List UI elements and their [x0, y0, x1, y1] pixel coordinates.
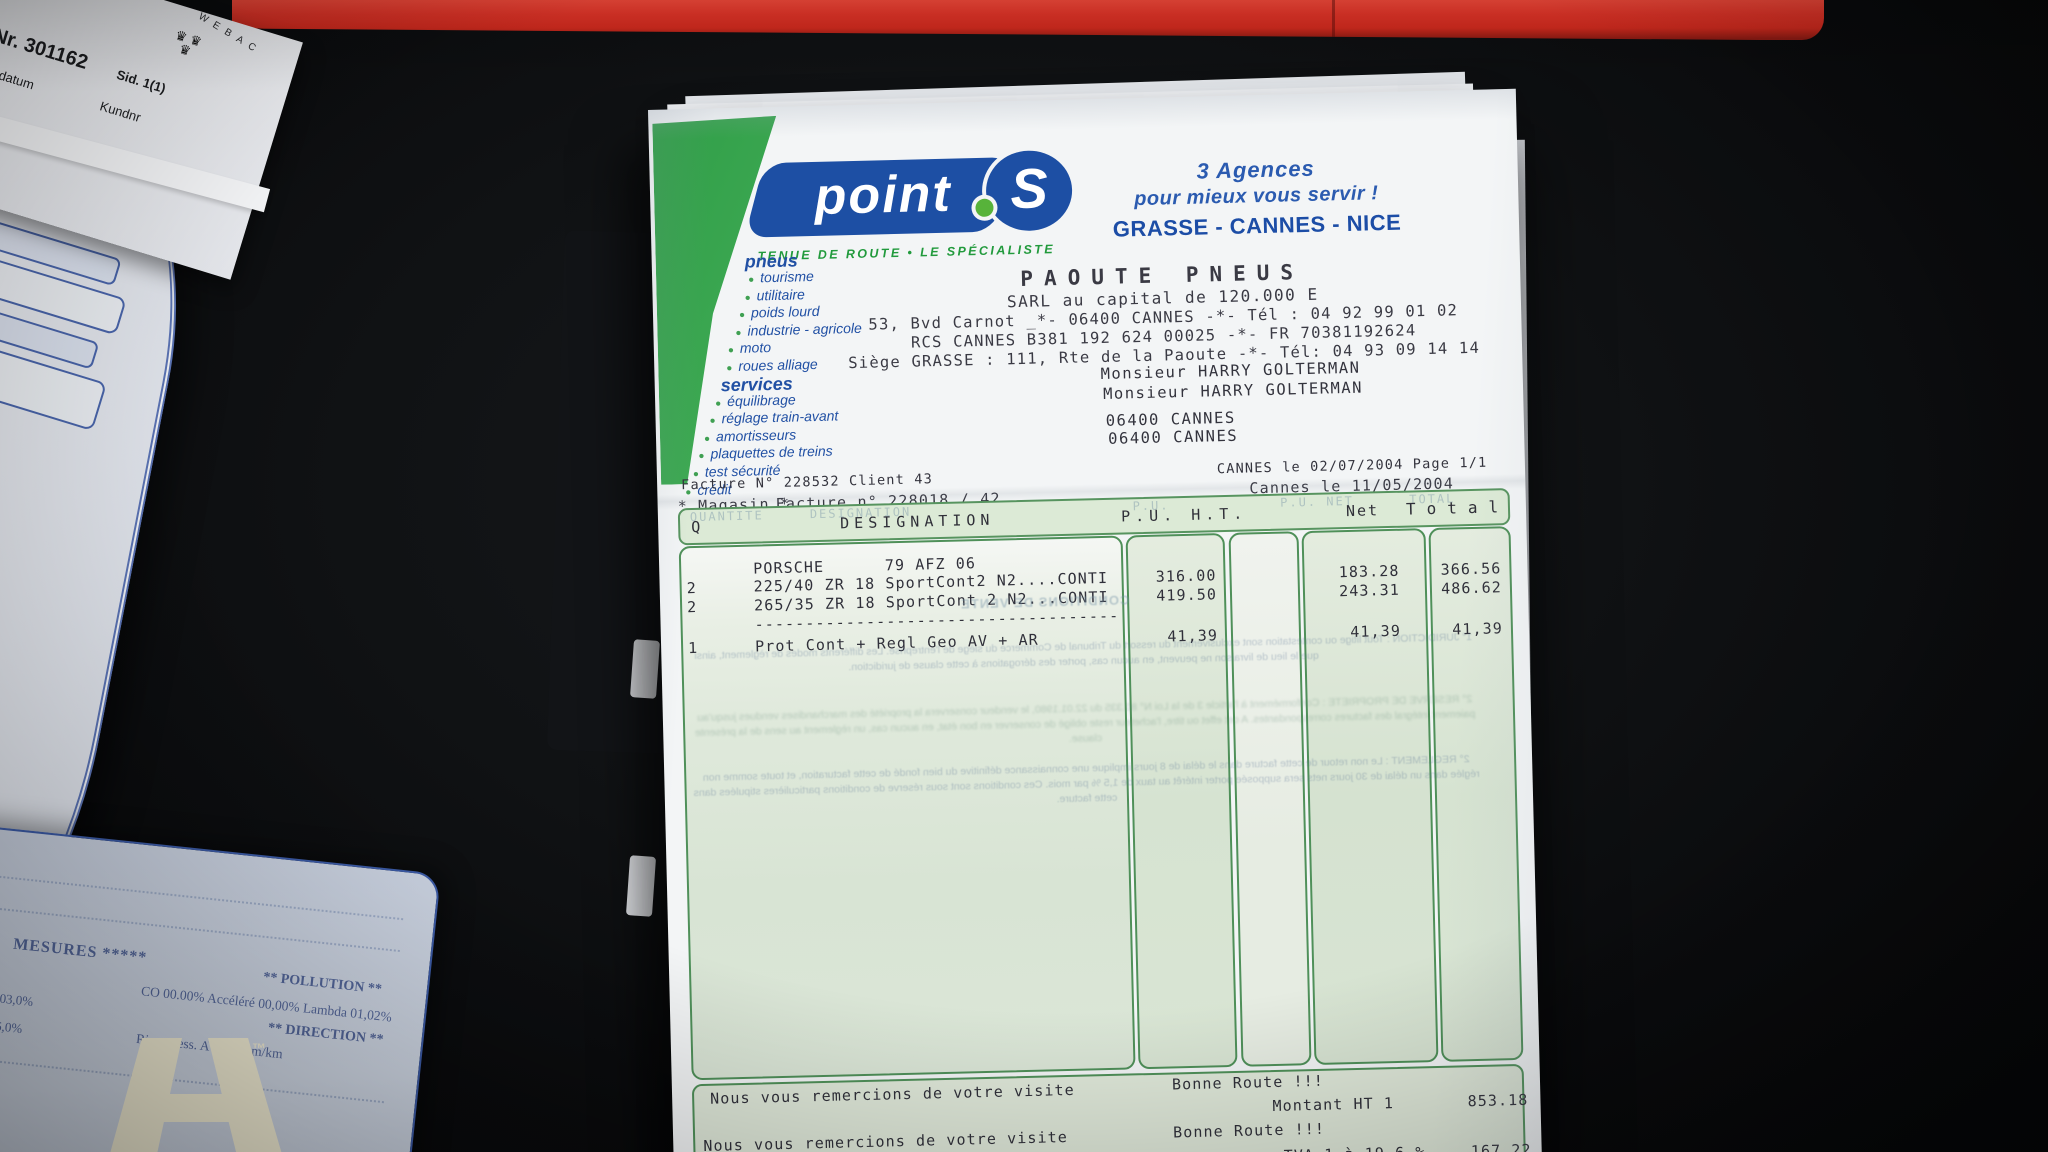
red-case-seam — [1332, 0, 1335, 38]
customer-name: Monsieur HARRY GOLTERMAN — [1102, 378, 1364, 403]
menu-item-label: utilitaire — [756, 285, 806, 303]
col-header-total: Total — [1405, 497, 1510, 519]
row-pu: 316.00 — [1155, 566, 1217, 586]
receipt-number: Nr. 301162 — [0, 24, 91, 74]
customer-no-label: Kundnr — [98, 98, 143, 125]
bullet-icon: ● — [738, 309, 746, 322]
three-crowns-icon: ♛ ♛ ♛ — [170, 27, 204, 60]
left-edge-tab — [630, 639, 660, 699]
menu-item-label: roues alliage — [738, 355, 818, 374]
customer-city: 06400 CANNES — [1107, 426, 1239, 448]
bullet-icon: ● — [698, 451, 705, 463]
bonne-route-line: Bonne Route !!! — [1171, 1071, 1325, 1094]
pollution-title: ** POLLUTION ** — [262, 970, 382, 998]
mesures-label: MESURES ***** — [12, 935, 148, 967]
invoice-page: point S TENUE DE ROUTE • LE SPÉCIALISTE … — [648, 88, 1543, 1152]
bonne-route-ghost: Bonne Route !!! — [1172, 1119, 1326, 1142]
h-watermark-logo-icon — [110, 1038, 282, 1152]
print-date-label: Utskriftsdatum — [0, 53, 36, 93]
row-total: 486.62 — [1440, 578, 1503, 598]
points-logo-s: S — [1009, 156, 1049, 221]
bullet-icon: ● — [709, 415, 716, 427]
row-total: 366.56 — [1440, 559, 1502, 579]
row-pu: 419.50 — [1156, 585, 1218, 605]
margin-value-2: 36,0% — [0, 1017, 23, 1036]
bullet-icon: ● — [744, 292, 751, 304]
montant-ht-label: Montant HT 1 — [1272, 1094, 1395, 1116]
tva-value: 167.22 — [1470, 1140, 1532, 1152]
pollution-label: ** POLLUTION ** — [262, 969, 383, 998]
company-block: PAOUTE PNEUS SARL au capital de 120.000 … — [842, 256, 1484, 373]
row-qty: 2 — [686, 597, 698, 617]
menu-item-label: réglage train-avant — [721, 407, 839, 427]
points-logo-text: point — [813, 164, 953, 226]
menu-item-label: amortisseurs — [715, 426, 797, 445]
receipt-page-ref: Sid. 1(1) — [114, 66, 168, 97]
bullet-icon: ● — [727, 345, 735, 357]
bullet-icon: ● — [726, 362, 733, 375]
row-qty: 2 — [686, 578, 698, 598]
col-header-pu: P.U. H.T. — [1120, 504, 1248, 526]
agencies-block: 3 Agences pour mieux vous servir ! GRASS… — [1087, 153, 1425, 243]
bullet-icon: ● — [735, 327, 742, 339]
menu-item-label: tourisme — [759, 268, 815, 286]
menu-item-label: plaquettes de treins — [710, 442, 833, 462]
menu-item-label: équilibrage — [726, 391, 796, 409]
red-case-edge — [232, 0, 1824, 40]
mesures-title: MESURES ***** — [12, 936, 148, 968]
menu-item-label: moto — [739, 339, 772, 357]
bullet-icon: ● — [715, 397, 722, 410]
dotted-rule — [0, 862, 404, 921]
margin-value-1: 03,0% — [0, 990, 34, 1009]
row-net: 243.31 — [1338, 580, 1401, 601]
h-watermark-tm: ™ — [252, 1040, 267, 1056]
menu-item-label: poids lourd — [750, 303, 820, 321]
left-edge-tab — [625, 855, 657, 917]
row-net: 183.28 — [1338, 561, 1400, 582]
bullet-icon: ● — [703, 433, 711, 445]
agencies-cities: GRASSE - CANNES - NICE — [1112, 209, 1402, 242]
bullet-icon: ● — [748, 274, 755, 286]
col-header-q: Q — [690, 517, 706, 537]
col-header-designation: DESIGNATION — [839, 510, 995, 533]
col-header-net: Net — [1345, 501, 1380, 521]
montant-ht-value: 853.18 — [1467, 1090, 1529, 1111]
